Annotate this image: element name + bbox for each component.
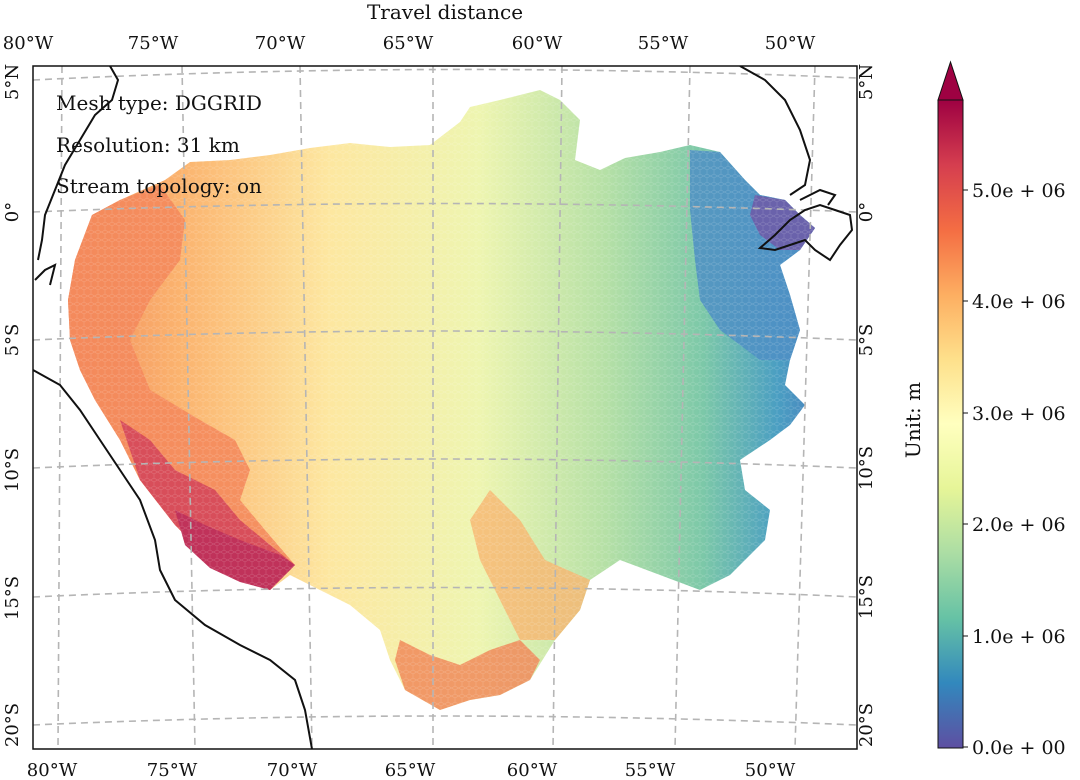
lon-label-top: 65°W (383, 33, 434, 54)
lon-label-bottom: 80°W (27, 760, 78, 780)
lat-label-left: 0° (2, 202, 23, 222)
map-annotations: Mesh type: DGGRID Resolution: 31 km Stre… (56, 91, 262, 198)
coastlines (33, 66, 854, 749)
colorbar-extend-arrow (937, 60, 964, 101)
lat-label-left: 20°S (2, 703, 23, 747)
lat-label-right: 15°S (856, 575, 877, 619)
lon-label-top: 80°W (3, 33, 54, 54)
lon-labels-top: 80°W 75°W 70°W 65°W 60°W 55°W 50°W (3, 33, 816, 54)
lat-label-right: 5°N (856, 64, 877, 100)
lat-label-right: 10°S (856, 446, 877, 490)
lon-label-bottom: 60°W (507, 760, 558, 780)
lat-labels-left: 5°N 0° 5°S 10°S 15°S 20°S (2, 64, 23, 747)
lat-label-left: 10°S (2, 448, 23, 492)
lat-label-right: 0° (856, 202, 877, 222)
map-title: Travel distance (367, 0, 523, 24)
lon-label-top: 50°W (765, 33, 816, 54)
colorbar-tick-label: 1.0e + 06 (972, 626, 1066, 648)
colorbar-label: Unit: m (901, 382, 925, 458)
annotation-stream-topology: Stream topology: on (56, 174, 262, 198)
colorbar-tick-label: 4.0e + 06 (972, 291, 1066, 313)
colorbar-tick-label: 2.0e + 06 (972, 514, 1066, 536)
lat-label-left: 5°N (2, 64, 23, 100)
annotation-mesh-type: Mesh type: DGGRID (56, 91, 262, 115)
colorbar-tick-label: 5.0e + 06 (972, 180, 1066, 202)
colorbar: 0.0e + 00 1.0e + 06 2.0e + 06 3.0e + 06 … (901, 60, 1066, 759)
lon-label-bottom: 70°W (267, 760, 318, 780)
map-frame (32, 65, 858, 750)
map-area: Mesh type: DGGRID Resolution: 31 km Stre… (33, 66, 857, 749)
lon-labels-bottom: 80°W 75°W 70°W 65°W 60°W 55°W 50°W (27, 760, 796, 780)
colorbar-tick-label: 3.0e + 06 (972, 403, 1066, 425)
graticule (33, 66, 857, 749)
lon-label-bottom: 55°W (625, 760, 676, 780)
lon-label-top: 60°W (512, 33, 563, 54)
lat-label-left: 5°S (2, 324, 23, 357)
lon-label-bottom: 50°W (745, 760, 796, 780)
lon-label-bottom: 65°W (385, 760, 436, 780)
lon-label-top: 75°W (128, 33, 179, 54)
lon-label-top: 70°W (255, 33, 306, 54)
lon-label-top: 55°W (638, 33, 689, 54)
lat-label-right: 5°S (856, 324, 877, 357)
colorbar-gradient (937, 99, 964, 749)
lat-label-left: 15°S (2, 576, 23, 620)
lat-label-right: 20°S (856, 703, 877, 747)
annotation-resolution: Resolution: 31 km (56, 133, 240, 157)
colorbar-tick-label: 0.0e + 00 (972, 737, 1066, 759)
lon-label-bottom: 75°W (147, 760, 198, 780)
lat-labels-right: 5°N 0° 5°S 10°S 15°S 20°S (856, 64, 877, 747)
